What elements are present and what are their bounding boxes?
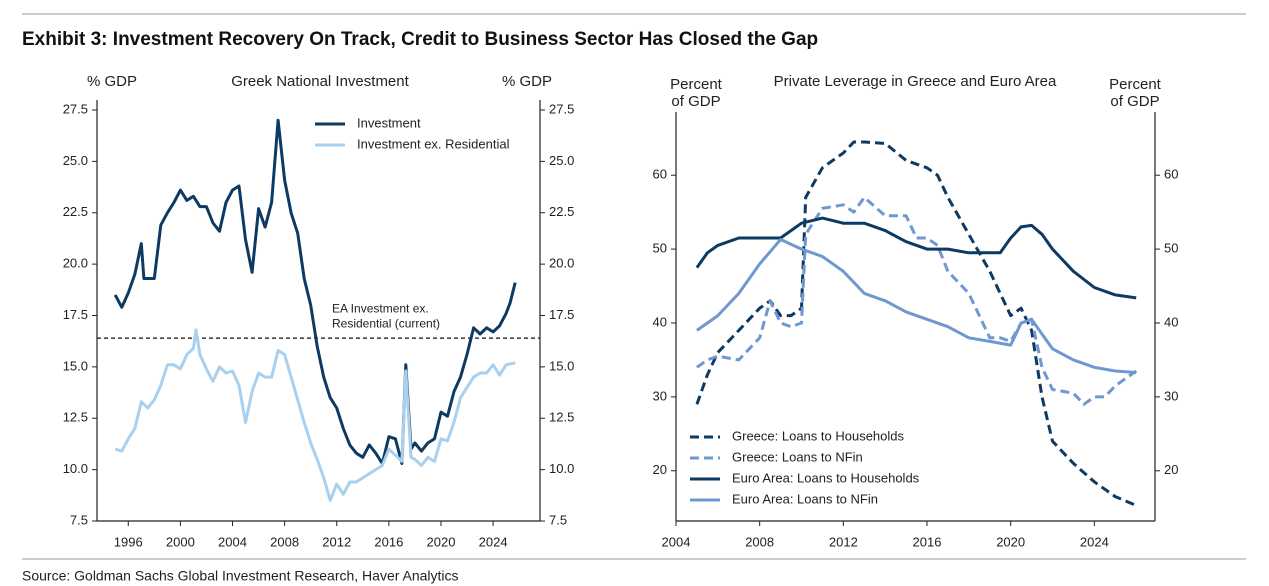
y-tick-label: 27.5: [63, 101, 88, 116]
y-tick-label: 50: [653, 241, 667, 256]
series-line: [113, 118, 517, 465]
y-tick-label: 12.5: [63, 410, 88, 425]
x-tick-label: 2004: [662, 534, 691, 549]
legend-label: Greece: Loans to NFin: [732, 449, 863, 464]
y2-tick-label: 20.0: [549, 256, 574, 271]
y-tick-label: 30: [653, 388, 667, 403]
x-tick-label: 2020: [427, 534, 456, 549]
series-line: [695, 216, 1137, 300]
y2-tick-label: 12.5: [549, 410, 574, 425]
series-line: [696, 238, 1137, 374]
y2-tick-label: 40: [1164, 314, 1178, 329]
y2-axis-label: Percent: [1109, 76, 1162, 93]
chart-title: Private Leverage in Greece and Euro Area: [774, 73, 1057, 90]
legend-label: Euro Area: Loans to Households: [732, 470, 920, 485]
x-tick-label: 2020: [996, 534, 1025, 549]
reference-label: EA Investment ex.: [332, 301, 429, 315]
x-tick-label: 2024: [479, 534, 508, 549]
y2-tick-label: 25.0: [549, 153, 574, 168]
legend-label: Investment ex. Residential: [357, 136, 510, 151]
x-tick-label: 2024: [1080, 534, 1109, 549]
y2-tick-label: 22.5: [549, 204, 574, 219]
y-tick-label: 22.5: [63, 204, 88, 219]
x-tick-label: 2000: [166, 534, 195, 549]
y-tick-label: 60: [653, 167, 667, 182]
y-tick-label: 25.0: [63, 153, 88, 168]
y-tick-label: 40: [653, 314, 667, 329]
x-tick-label: 1996: [114, 534, 143, 549]
x-tick-label: 2004: [218, 534, 247, 549]
exhibit-title: Exhibit 3: Investment Recovery On Track,…: [22, 29, 818, 50]
x-tick-label: 2008: [745, 534, 774, 549]
y-axis-label: % GDP: [87, 73, 137, 90]
y-tick-label: 17.5: [63, 307, 88, 322]
legend-label: Greece: Loans to Households: [732, 428, 904, 443]
source: Source: Goldman Sachs Global Investment …: [22, 568, 459, 584]
y2-tick-label: 27.5: [549, 101, 574, 116]
y-tick-label: 7.5: [70, 512, 88, 527]
chart-title: Greek National Investment: [231, 73, 409, 90]
series-line: [696, 195, 1138, 406]
y2-tick-label: 60: [1164, 167, 1178, 182]
y-tick-label: 15.0: [63, 358, 88, 373]
y2-tick-label: 15.0: [549, 358, 574, 373]
x-tick-label: 2016: [913, 534, 942, 549]
y2-axis-label: of GDP: [1110, 93, 1159, 110]
y-tick-label: 20: [653, 462, 667, 477]
x-tick-label: 2008: [270, 534, 299, 549]
x-tick-label: 2016: [374, 534, 403, 549]
y-axis-label: of GDP: [671, 93, 720, 110]
y2-axis-label: % GDP: [502, 73, 552, 90]
y2-tick-label: 17.5: [549, 307, 574, 322]
reference-label: Residential (current): [332, 316, 440, 330]
y-axis-label: Percent: [670, 76, 723, 93]
x-tick-label: 2012: [829, 534, 858, 549]
y-tick-label: 10.0: [63, 461, 88, 476]
legend-label: Euro Area: Loans to NFin: [732, 491, 878, 506]
legend-label: Investment: [357, 115, 421, 130]
y2-tick-label: 20: [1164, 462, 1178, 477]
x-tick-label: 2012: [322, 534, 351, 549]
y2-tick-label: 10.0: [549, 461, 574, 476]
y2-tick-label: 30: [1164, 388, 1178, 403]
series-line: [114, 328, 516, 502]
y2-tick-label: 50: [1164, 241, 1178, 256]
y-tick-label: 20.0: [63, 256, 88, 271]
y2-tick-label: 7.5: [549, 512, 567, 527]
